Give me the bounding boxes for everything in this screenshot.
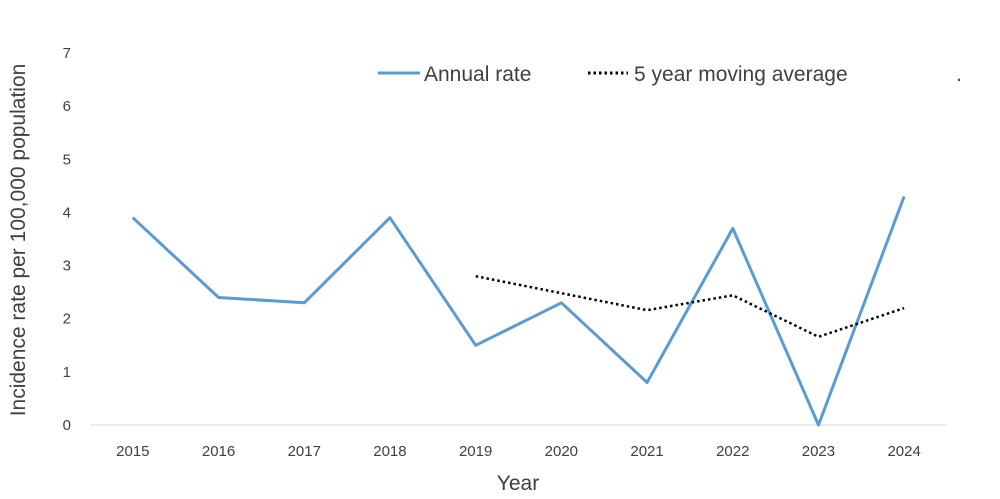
legend-label-annual-rate: Annual rate bbox=[424, 63, 531, 86]
x-tick-label: 2017 bbox=[288, 443, 321, 460]
y-tick-label: 6 bbox=[63, 98, 71, 115]
legend-label-moving-average: 5 year moving average bbox=[634, 63, 848, 86]
x-axis-title: Year bbox=[497, 472, 539, 495]
x-tick-label: 2020 bbox=[545, 443, 578, 460]
x-tick-label: 2018 bbox=[373, 443, 406, 460]
y-tick-label: 2 bbox=[63, 311, 71, 328]
x-tick-label: 2021 bbox=[630, 443, 663, 460]
y-tick-label: 4 bbox=[63, 204, 71, 221]
series-line-moving-average bbox=[475, 274, 905, 339]
x-tick-label: 2016 bbox=[202, 443, 235, 460]
series-line-annual-rate bbox=[131, 195, 906, 427]
y-tick-label: 1 bbox=[63, 364, 71, 381]
legend: Annual rate 5 year moving average . bbox=[378, 63, 962, 86]
y-tick-label: 5 bbox=[63, 151, 71, 168]
series-layer bbox=[131, 195, 906, 427]
x-tick-label: 2019 bbox=[459, 443, 492, 460]
y-tick-label: 7 bbox=[63, 45, 71, 62]
y-axis-ticks: 0 1 2 3 4 5 6 7 bbox=[63, 45, 71, 434]
y-tick-label: 3 bbox=[63, 258, 71, 275]
x-axis-ticks: 2015 2016 2017 2018 2019 2020 2021 2022 2023 2024 bbox=[116, 443, 921, 460]
legend-trailing-mark: . bbox=[956, 63, 962, 86]
x-tick-label: 2024 bbox=[887, 443, 920, 460]
x-tick-label: 2022 bbox=[716, 443, 749, 460]
y-axis-title: Incidence rate per 100,000 population bbox=[7, 64, 30, 417]
x-tick-label: 2015 bbox=[116, 443, 149, 460]
x-tick-label: 2023 bbox=[802, 443, 835, 460]
y-tick-label: 0 bbox=[63, 417, 71, 434]
